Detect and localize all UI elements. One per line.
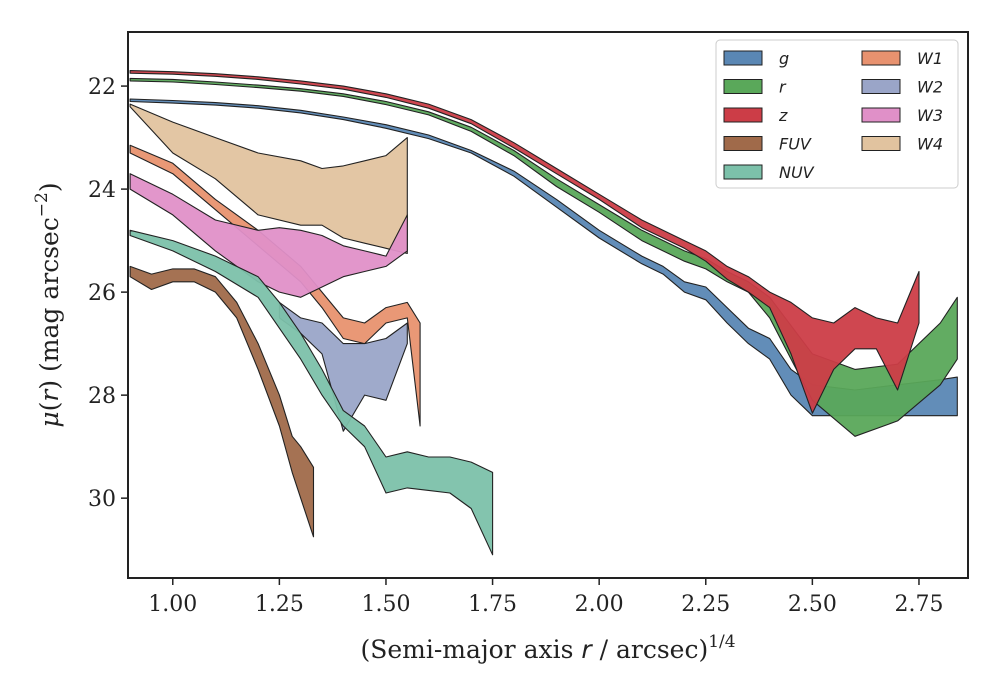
x-tick-label: 2.00 bbox=[575, 592, 624, 617]
band-w2 bbox=[278, 301, 408, 432]
legend-label-r: r bbox=[779, 78, 787, 97]
legend-swatch-w4 bbox=[861, 136, 901, 151]
legend-label-w2: W2 bbox=[917, 78, 943, 97]
bands-layer bbox=[129, 70, 958, 556]
x-tick-label: 1.75 bbox=[468, 592, 517, 617]
legend-swatch-z bbox=[723, 107, 763, 123]
band-g bbox=[129, 98, 958, 417]
legend: grz FUV NUV W1 W2 W3 W4 bbox=[715, 39, 959, 189]
legend-swatch-w2 bbox=[861, 79, 901, 94]
band-r bbox=[129, 77, 958, 437]
legend-swatch-g bbox=[723, 50, 763, 66]
y-axis-ticks: 22 24 26 28 30 bbox=[88, 75, 128, 512]
legend-label-z: z bbox=[778, 106, 788, 125]
legend-swatch-w1 bbox=[861, 50, 901, 66]
band-nuv bbox=[129, 229, 494, 556]
x-tick-label: 2.25 bbox=[681, 592, 730, 617]
plot-frame bbox=[127, 31, 969, 579]
y-tick-label: 28 bbox=[88, 384, 116, 409]
x-tick-label: 1.25 bbox=[255, 592, 304, 617]
legend-label-g: g bbox=[779, 49, 789, 68]
x-tick-label: 2.75 bbox=[894, 592, 943, 617]
x-tick-label: 1.00 bbox=[148, 592, 197, 617]
x-tick-label: 2.50 bbox=[788, 592, 837, 617]
band-w4 bbox=[129, 103, 408, 255]
x-tick-label: 1.50 bbox=[361, 592, 410, 617]
legend-label-w4: W4 bbox=[917, 135, 943, 154]
y-tick-label: 30 bbox=[88, 487, 116, 512]
y-tick-label: 22 bbox=[88, 75, 116, 100]
x-axis-label: (Semi-major axis r / arcsec)1/4 bbox=[360, 632, 735, 664]
legend-swatch-r bbox=[723, 79, 763, 94]
x-axis-ticks: 1.00 1.25 1.50 1.75 2.00 2.25 2.50 2.75 bbox=[148, 578, 943, 617]
legend-label-w1: W1 bbox=[917, 49, 943, 68]
y-tick-label: 24 bbox=[88, 178, 116, 203]
legend-swatch-nuv bbox=[723, 164, 763, 180]
band-z bbox=[129, 70, 920, 414]
legend-swatch-fuv bbox=[723, 136, 763, 151]
legend-label-w3: W3 bbox=[917, 106, 943, 125]
y-tick-label: 26 bbox=[88, 281, 116, 306]
legend-label-nuv: NUV bbox=[779, 163, 815, 182]
legend-swatch-w3 bbox=[861, 107, 901, 123]
y-axis-label: μ(r) (mag arcsec−2) bbox=[32, 182, 64, 427]
band-fuv bbox=[129, 265, 315, 538]
legend-label-fuv: FUV bbox=[779, 135, 812, 154]
